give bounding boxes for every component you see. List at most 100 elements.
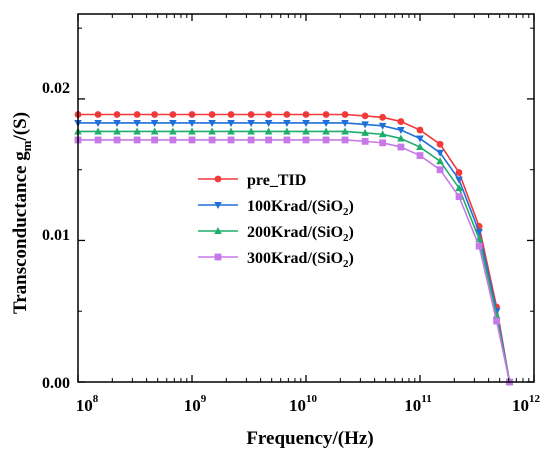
data-point — [378, 130, 387, 138]
data-point — [322, 127, 330, 135]
data-point — [341, 119, 349, 127]
legend-item: pre_TID — [198, 172, 306, 189]
data-point — [264, 119, 273, 127]
x-tick-label: 1011 — [404, 393, 431, 415]
data-point — [208, 119, 216, 127]
data-point — [247, 119, 255, 127]
legend-item: 200Krad/(SiO2) — [198, 224, 354, 244]
legend-item: 100Krad/(SiO2) — [198, 198, 354, 218]
x-tick-labels: 108 109 1010 1011 1012 — [76, 393, 541, 415]
data-point — [341, 111, 349, 118]
data-point — [265, 111, 273, 118]
data-point — [169, 136, 177, 144]
data-point — [455, 184, 463, 192]
data-point — [302, 136, 310, 144]
data-point — [151, 111, 159, 118]
x-axis-label: Frequency/(Hz) — [246, 428, 373, 449]
legend-symbol — [198, 227, 238, 234]
data-point — [188, 111, 196, 118]
data-point — [397, 127, 405, 135]
data-point — [227, 119, 235, 127]
data-point — [361, 112, 369, 120]
data-point — [436, 157, 444, 165]
y-tick-label: 0.01 — [42, 227, 70, 244]
legend-symbol — [198, 202, 238, 209]
data-point — [283, 111, 291, 118]
legend-label: 200Krad/(SiO2) — [247, 224, 354, 244]
data-point — [94, 127, 102, 135]
data-point — [416, 152, 424, 159]
data-point — [94, 119, 102, 127]
data-point — [113, 119, 121, 127]
data-point — [379, 139, 387, 147]
data-point — [150, 119, 159, 127]
data-point — [264, 127, 273, 135]
data-point — [416, 143, 424, 151]
data-point — [322, 136, 330, 144]
data-point — [169, 127, 177, 135]
data-point — [150, 127, 159, 135]
data-point — [247, 127, 255, 135]
data-point — [455, 176, 463, 184]
data-point — [397, 143, 405, 151]
series — [74, 136, 513, 386]
x-tick-label: 109 — [184, 393, 207, 415]
legend-symbol — [198, 253, 238, 261]
data-point — [247, 111, 255, 118]
data-point — [208, 127, 216, 135]
data-point — [208, 111, 216, 118]
legend-marker — [214, 227, 222, 234]
data-point — [322, 111, 330, 118]
legend-marker — [214, 202, 222, 209]
data-point — [151, 136, 159, 144]
data-point — [492, 311, 501, 319]
data-point — [247, 136, 255, 144]
series-line — [78, 113, 511, 383]
series-line — [78, 122, 511, 383]
data-point — [227, 111, 235, 118]
series-layer — [74, 111, 514, 386]
data-point — [416, 135, 424, 143]
data-point — [133, 111, 141, 118]
data-point — [169, 119, 177, 127]
y-tick-label: 0.02 — [42, 80, 70, 97]
legend-label: pre_TID — [247, 172, 306, 189]
data-point — [94, 111, 102, 118]
data-point — [436, 140, 444, 148]
data-point — [283, 136, 291, 144]
data-point — [455, 193, 463, 200]
legend-item: 300Krad/(SiO2) — [198, 250, 354, 270]
x-tick-label: 108 — [76, 393, 99, 415]
data-point — [113, 127, 121, 135]
series — [74, 119, 514, 386]
series — [74, 127, 514, 385]
data-point — [265, 136, 273, 144]
data-point — [133, 127, 141, 135]
data-point — [436, 166, 444, 174]
data-point — [361, 137, 369, 145]
data-point — [416, 126, 424, 134]
data-point — [113, 136, 121, 144]
y-tick-label: 0.00 — [42, 375, 70, 392]
data-point — [322, 119, 330, 127]
data-point — [94, 136, 102, 144]
legend-marker — [214, 253, 222, 261]
data-point — [133, 136, 141, 144]
data-point — [188, 119, 196, 127]
data-point — [493, 317, 501, 325]
data-point — [188, 136, 196, 144]
data-point — [113, 111, 121, 118]
data-point — [475, 242, 483, 250]
data-point — [227, 136, 235, 144]
data-point — [169, 111, 177, 118]
x-tick-label: 1010 — [289, 393, 318, 415]
legend-label: 300Krad/(SiO2) — [247, 250, 354, 270]
legend-label: 100Krad/(SiO2) — [247, 198, 354, 218]
data-point — [302, 111, 310, 118]
data-point — [361, 128, 369, 136]
data-point — [397, 118, 405, 125]
data-point — [379, 113, 387, 121]
data-point — [133, 119, 141, 127]
series — [74, 111, 513, 386]
